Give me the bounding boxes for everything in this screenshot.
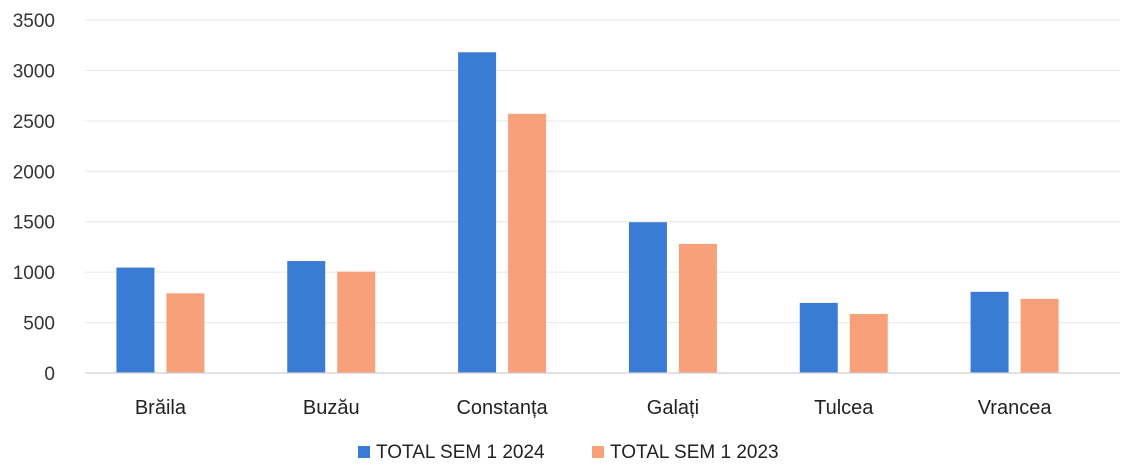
bar-sem1-2024-4 [799,302,838,373]
bar-sem1-2023-2 [508,113,547,373]
y-tick-label: 1000 [13,263,55,284]
legend-label: TOTAL SEM 1 2024 [376,442,545,463]
legend: TOTAL SEM 1 2024 TOTAL SEM 1 2023 [358,442,779,463]
bar-sem1-2024-0 [116,267,155,373]
bar-sem1-2023-4 [849,313,888,373]
x-category-label: Constanța [456,397,548,419]
bar-sem1-2023-0 [166,293,205,373]
x-category-label: Buzău [303,397,360,419]
bar-sem1-2024-1 [287,261,326,373]
legend-swatch [592,446,604,458]
y-axis-tick-labels: 0 500 1000 1500 2000 2500 3000 3500 [13,11,55,385]
y-tick-label: 2500 [13,112,55,133]
y-tick-label: 0 [44,364,55,385]
y-tick-label: 2000 [13,162,55,183]
y-tick-label: 3000 [13,61,55,82]
bar-sem1-2023-1 [337,271,376,373]
y-tick-label: 3500 [13,11,55,32]
x-category-label: Galați [647,397,699,419]
bar-sem1-2023-3 [678,243,717,373]
y-tick-label: 500 [23,314,55,335]
bar-sem1-2024-2 [458,52,497,373]
legend-label: TOTAL SEM 1 2023 [610,442,779,463]
legend-swatch [358,446,370,458]
x-category-label: Vrancea [978,397,1053,419]
bar-sem1-2024-3 [628,222,667,373]
bar-sem1-2024-5 [970,291,1009,373]
bar-sem1-2023-5 [1020,298,1059,373]
x-category-label: Tulcea [814,397,874,419]
bars [116,52,1059,373]
gridlines [85,19,1120,324]
x-axis-category-labels: Brăila Buzău Constanța Galați Tulcea Vrancea [135,397,1052,419]
x-category-label: Brăila [135,397,187,419]
y-tick-label: 1500 [13,213,55,234]
